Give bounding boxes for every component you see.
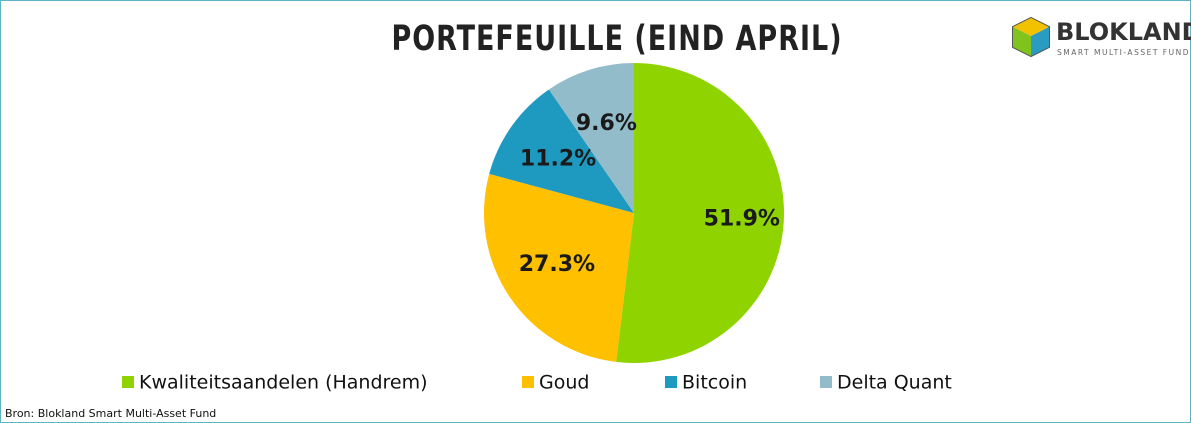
pie-slice (616, 63, 784, 363)
data-label: 11.2% (520, 146, 596, 171)
pie-slice (548, 63, 634, 213)
legend-label: Bitcoin (682, 372, 747, 394)
legend-swatch (522, 376, 534, 388)
legend-swatch (820, 376, 832, 388)
legend-label: Goud (539, 372, 589, 394)
legend-label: Kwaliteitsaandelen (Handrem) (139, 372, 428, 394)
logo-tagline: SMART MULTI-ASSET FUND (1057, 48, 1190, 57)
chart-title: PORTEFEUILLE (EIND APRIL) (391, 18, 842, 59)
pie-slice (489, 89, 634, 213)
data-label: 9.6% (576, 111, 637, 136)
pie-slice (483, 173, 634, 362)
source: Bron: Blokland Smart Multi-Asset Fund (5, 407, 216, 420)
logo-name: BLOKLAND (1056, 18, 1191, 46)
legend-swatch (665, 376, 677, 388)
logo-icon (1012, 16, 1050, 58)
data-label: 27.3% (519, 252, 595, 277)
legend-swatch (122, 376, 134, 388)
data-label: 51.9% (704, 206, 780, 231)
legend-label: Delta Quant (837, 372, 952, 394)
